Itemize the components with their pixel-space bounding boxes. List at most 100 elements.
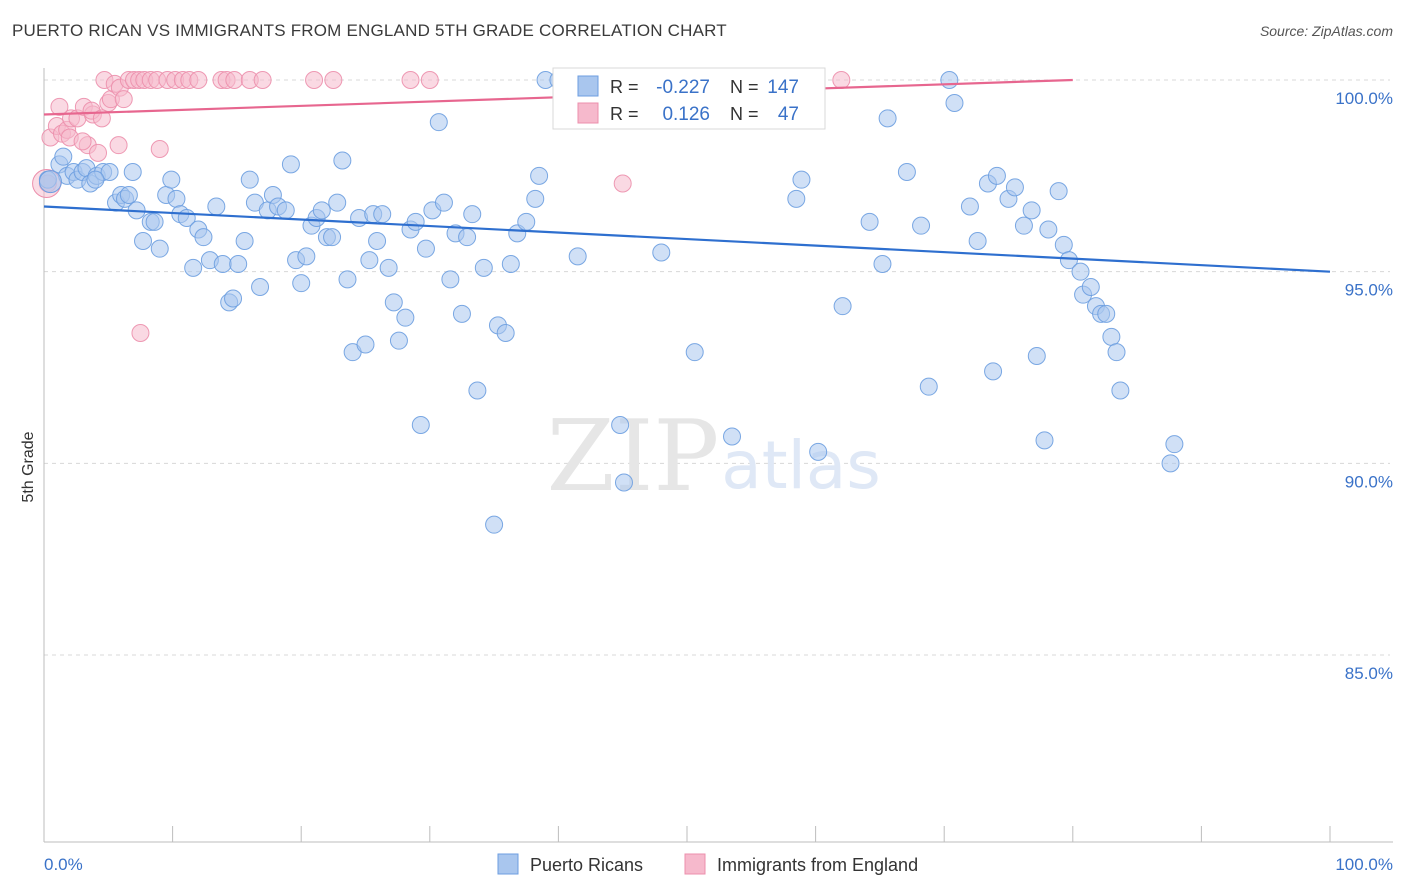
point-puerto-ricans xyxy=(333,151,352,170)
point-puerto-ricans xyxy=(940,71,959,89)
point-puerto-ricans xyxy=(685,343,704,362)
point-puerto-ricans xyxy=(458,228,477,247)
point-immigrants-from-england xyxy=(225,71,244,89)
point-immigrants-from-england xyxy=(50,97,69,116)
axes xyxy=(43,68,1393,843)
point-puerto-ricans xyxy=(945,94,964,112)
point-puerto-ricans xyxy=(328,193,347,212)
point-puerto-ricans xyxy=(611,416,630,434)
point-puerto-ricans xyxy=(530,166,549,185)
point-immigrants-from-england xyxy=(73,132,92,151)
point-puerto-ricans xyxy=(368,232,387,250)
point-puerto-ricans xyxy=(167,189,186,208)
point-puerto-ricans xyxy=(54,147,73,166)
point-puerto-ricans xyxy=(526,189,545,208)
point-puerto-ricans xyxy=(207,197,226,216)
point-immigrants-from-england xyxy=(305,71,324,89)
point-puerto-ricans xyxy=(389,331,408,350)
point-puerto-ricans xyxy=(517,212,536,231)
point-puerto-ricans xyxy=(1111,381,1130,400)
point-puerto-ricans xyxy=(406,212,425,231)
point-puerto-ricans-large xyxy=(38,170,62,194)
point-puerto-ricans xyxy=(912,216,931,235)
legend: Puerto Ricans Immigrants from England xyxy=(497,853,918,875)
x-tick-label-min: 0.0% xyxy=(44,855,83,874)
point-puerto-ricans xyxy=(86,170,105,189)
point-puerto-ricans xyxy=(1071,262,1090,281)
point-puerto-ricans xyxy=(501,255,520,273)
point-puerto-ricans xyxy=(968,232,987,250)
watermark-atlas: atlas xyxy=(721,427,881,504)
point-puerto-ricans xyxy=(373,205,392,224)
point-puerto-ricans xyxy=(474,258,493,277)
source-credit: Source: ZipAtlas.com xyxy=(1259,23,1393,39)
point-immigrants-from-england xyxy=(401,71,420,89)
point-puerto-ricans xyxy=(652,243,671,262)
stats-r-label-1: R = xyxy=(610,77,639,97)
point-puerto-ricans xyxy=(338,270,357,289)
point-puerto-ricans xyxy=(496,324,515,342)
trend-line-puerto-ricans xyxy=(43,205,1331,273)
point-puerto-ricans xyxy=(134,232,153,250)
point-puerto-ricans xyxy=(276,201,295,220)
point-puerto-ricans xyxy=(1035,431,1054,450)
point-puerto-ricans xyxy=(1165,435,1184,454)
point-puerto-ricans xyxy=(145,212,164,231)
watermark-zip: ZIP xyxy=(547,400,720,514)
point-puerto-ricans xyxy=(292,274,311,293)
point-immigrants-from-england xyxy=(189,71,208,89)
point-puerto-ricans xyxy=(1014,216,1033,235)
point-puerto-ricans xyxy=(441,270,460,289)
y-tick-label: 100.0% xyxy=(1335,89,1393,108)
point-immigrants-from-england xyxy=(253,71,272,89)
point-puerto-ricans xyxy=(568,247,587,266)
point-puerto-ricans xyxy=(468,381,487,400)
point-puerto-ricans xyxy=(235,232,254,250)
point-puerto-ricans xyxy=(1102,327,1121,346)
point-puerto-ricans xyxy=(1081,278,1100,296)
legend-label-puerto-ricans: Puerto Ricans xyxy=(530,855,643,875)
stats-r-value-1: -0.227 xyxy=(656,77,710,98)
stats-swatch-puerto-ricans xyxy=(577,75,599,97)
series-immigrants-from-england xyxy=(32,71,851,342)
point-puerto-ricans xyxy=(240,170,259,189)
point-puerto-ricans xyxy=(162,170,181,189)
point-puerto-ricans xyxy=(194,228,213,247)
point-puerto-ricans xyxy=(1059,251,1078,270)
point-puerto-ricans xyxy=(119,186,138,204)
y-axis-label: 5th Grade xyxy=(20,431,37,502)
point-immigrants-from-england xyxy=(420,71,439,89)
point-puerto-ricans xyxy=(184,258,203,277)
point-puerto-ricans xyxy=(919,377,938,396)
point-puerto-ricans xyxy=(614,473,633,492)
point-puerto-ricans xyxy=(809,442,828,461)
point-puerto-ricans xyxy=(723,427,742,446)
stats-r-label-2: R = xyxy=(610,104,639,124)
point-puerto-ricans xyxy=(1049,182,1068,201)
point-puerto-ricans xyxy=(429,113,448,132)
point-puerto-ricans xyxy=(251,278,270,296)
chart-title: PUERTO RICAN VS IMMIGRANTS FROM ENGLAND … xyxy=(12,21,727,40)
point-puerto-ricans xyxy=(873,255,892,273)
zipatlas-watermark: ZIP atlas xyxy=(547,400,881,514)
point-puerto-ricans xyxy=(878,109,897,128)
point-puerto-ricans xyxy=(416,239,435,258)
stats-n-value-2: 47 xyxy=(778,104,799,125)
point-immigrants-from-england xyxy=(92,109,111,128)
point-puerto-ricans xyxy=(356,335,375,354)
point-puerto-ricans xyxy=(100,163,119,181)
x-tick-label-max: 100.0% xyxy=(1335,855,1393,874)
point-puerto-ricans xyxy=(360,251,379,270)
stats-r-value-2: 0.126 xyxy=(662,104,710,125)
point-puerto-ricans xyxy=(463,205,482,224)
point-puerto-ricans xyxy=(323,228,342,247)
point-puerto-ricans xyxy=(1107,343,1126,362)
y-tick-label: 90.0% xyxy=(1345,472,1393,491)
point-puerto-ricans xyxy=(434,193,453,212)
legend-swatch-immigrants-from-england xyxy=(684,853,706,875)
point-puerto-ricans xyxy=(833,297,852,316)
point-puerto-ricans xyxy=(123,163,142,181)
point-puerto-ricans xyxy=(281,155,300,174)
point-puerto-ricans xyxy=(297,247,316,266)
point-puerto-ricans xyxy=(411,416,430,434)
